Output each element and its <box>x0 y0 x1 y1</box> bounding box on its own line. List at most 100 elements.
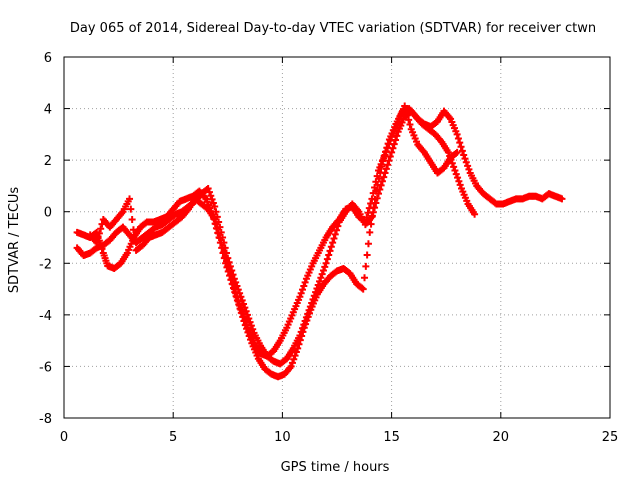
data-point <box>217 239 225 247</box>
data-point <box>247 322 255 330</box>
data-point <box>457 143 465 151</box>
data-point <box>211 203 219 211</box>
data-point <box>297 289 305 297</box>
data-point <box>219 243 227 251</box>
data-point <box>386 137 394 145</box>
data-point <box>405 116 413 124</box>
data-point <box>462 158 470 166</box>
series-track-3 <box>86 102 461 360</box>
data-point <box>471 210 479 218</box>
data-point <box>215 229 223 237</box>
data-point <box>319 267 327 275</box>
x-tick-label: 20 <box>493 430 510 445</box>
data-point <box>241 304 249 312</box>
data-point <box>212 208 220 216</box>
data-point <box>126 195 134 203</box>
data-point <box>362 262 370 270</box>
y-tick-label: 6 <box>44 51 52 66</box>
y-tick-label: -6 <box>39 360 52 375</box>
data-point <box>359 285 367 293</box>
data-point <box>208 195 216 203</box>
data-point <box>372 178 380 186</box>
data-point <box>456 139 464 147</box>
data-point <box>322 259 330 267</box>
data-point <box>366 228 374 236</box>
data-point <box>384 161 392 169</box>
data-point <box>243 311 251 319</box>
data-point <box>238 296 246 304</box>
data-point <box>452 149 460 157</box>
data-point <box>406 121 414 129</box>
data-point <box>558 195 566 203</box>
data-point <box>363 213 371 221</box>
data-point <box>298 324 306 332</box>
data-point <box>361 274 369 282</box>
data-point <box>94 234 102 242</box>
data-point <box>304 310 312 318</box>
data-point <box>242 307 250 315</box>
data-point <box>361 218 369 226</box>
data-point <box>380 173 388 181</box>
x-axis-label: GPS time / hours <box>281 460 390 475</box>
data-point <box>382 147 390 155</box>
data-point <box>288 359 296 367</box>
data-point <box>127 205 135 213</box>
data-point <box>327 243 335 251</box>
data-point <box>225 267 233 275</box>
data-point <box>461 155 469 163</box>
data-point <box>95 229 103 237</box>
data-point <box>207 192 215 200</box>
data-point <box>360 217 368 225</box>
data-series <box>73 102 566 381</box>
data-point <box>246 318 254 326</box>
data-point <box>365 204 373 212</box>
data-point <box>308 299 316 307</box>
data-point <box>222 257 230 265</box>
data-point <box>236 302 244 310</box>
data-point <box>305 306 313 314</box>
data-point <box>369 189 377 197</box>
data-point <box>212 220 220 228</box>
data-point <box>232 289 240 297</box>
data-point <box>301 317 309 325</box>
data-point <box>358 284 366 292</box>
data-point <box>128 215 136 223</box>
data-point <box>230 285 238 293</box>
data-point <box>321 263 329 271</box>
data-point <box>382 165 390 173</box>
data-point <box>240 313 248 321</box>
data-point <box>330 235 338 243</box>
data-point <box>221 253 229 261</box>
data-point <box>326 247 334 255</box>
data-point <box>287 362 295 370</box>
data-point <box>464 162 472 170</box>
data-point <box>317 274 325 282</box>
data-point <box>465 165 473 173</box>
data-point <box>209 199 217 207</box>
data-point <box>310 292 318 300</box>
data-point <box>453 148 461 156</box>
y-tick-label: -2 <box>39 257 52 272</box>
data-point <box>386 153 394 161</box>
data-point <box>316 277 324 285</box>
chart-title: Day 065 of 2014, Sidereal Day-to-day VTE… <box>70 21 596 36</box>
data-point <box>216 234 224 242</box>
y-tick-label: -8 <box>39 412 52 427</box>
x-tick-label: 25 <box>602 430 619 445</box>
x-tick-label: 5 <box>169 430 177 445</box>
data-point <box>237 306 245 314</box>
data-point <box>234 297 242 305</box>
data-point <box>313 285 321 293</box>
data-point <box>371 183 379 191</box>
data-point <box>385 140 393 148</box>
data-point <box>205 188 213 196</box>
data-point <box>300 282 308 290</box>
data-point <box>238 309 246 317</box>
data-point <box>456 181 464 189</box>
data-point <box>333 226 341 234</box>
data-point <box>368 195 376 203</box>
axis-ticks: 0 5 10 15 20 25 -8 -6 -4 -2 0 2 4 6 <box>39 51 618 445</box>
data-point <box>402 107 410 115</box>
data-point <box>312 288 320 296</box>
